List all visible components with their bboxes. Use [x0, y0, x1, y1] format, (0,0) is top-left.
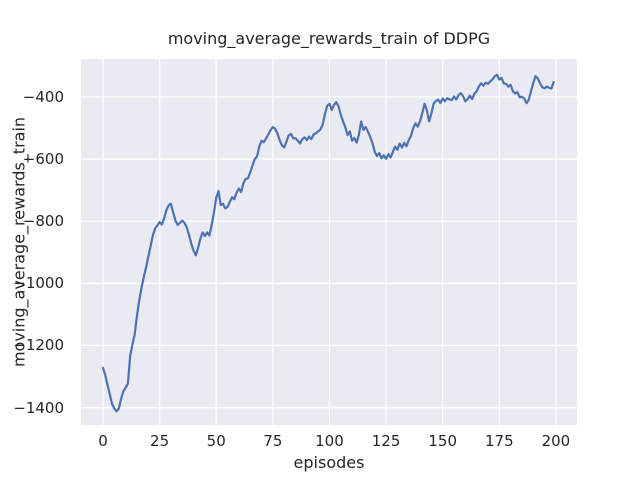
y-tick-label: −800 — [22, 212, 64, 231]
x-tick-label: 150 — [428, 432, 457, 450]
y-tick-label: −400 — [22, 87, 64, 106]
x-tick-label: 200 — [541, 432, 571, 450]
x-tick-label: 25 — [150, 432, 170, 450]
y-tick-label: −1200 — [13, 336, 64, 355]
y-tick-label: −600 — [22, 150, 64, 169]
y-tick-label: −1000 — [13, 274, 64, 293]
x-axis-label: episodes — [293, 453, 365, 472]
line-chart — [81, 59, 577, 425]
x-tick-label: 0 — [98, 432, 108, 450]
x-tick-label: 100 — [315, 432, 344, 450]
x-tick-label: 50 — [206, 432, 226, 450]
x-tick-label: 75 — [263, 432, 283, 450]
data-line-moving_average_rewards_train — [101, 73, 555, 413]
y-axis-label: moving_average_rewards_train — [9, 116, 29, 368]
x-tick-label: 175 — [484, 432, 514, 450]
plot-area — [81, 59, 577, 425]
chart-title: moving_average_rewards_train of DDPG — [167, 29, 491, 48]
y-tick-label: −1400 — [13, 398, 64, 417]
x-tick-label: 125 — [371, 432, 401, 450]
